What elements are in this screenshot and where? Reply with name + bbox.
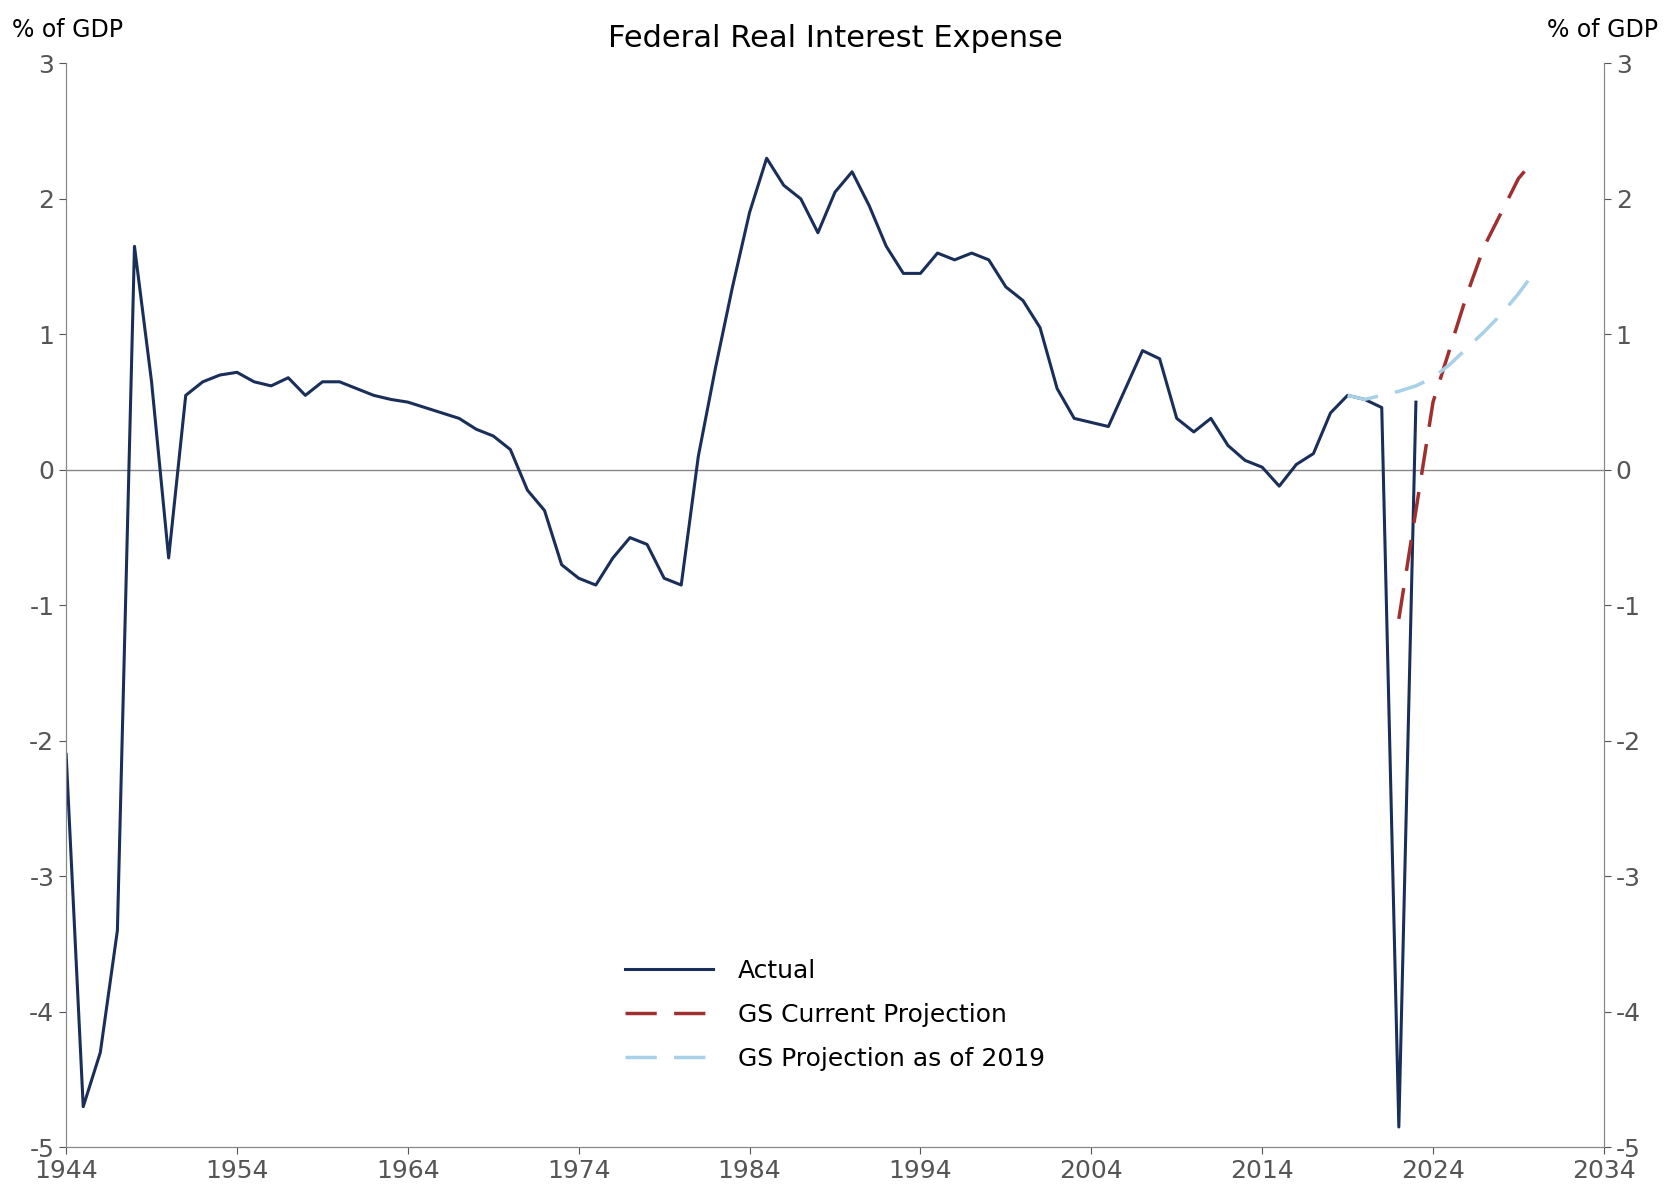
Legend: Actual, GS Current Projection, GS Projection as of 2019: Actual, GS Current Projection, GS Projec… bbox=[615, 949, 1055, 1081]
Title: Federal Real Interest Expense: Federal Real Interest Expense bbox=[608, 24, 1062, 53]
Actual bbox=[1269, 479, 1289, 494]
Text: % of GDP: % of GDP bbox=[12, 18, 124, 42]
GS Current Projection bbox=[1406, 503, 1426, 518]
GS Projection as of 2019 bbox=[1440, 356, 1460, 371]
GS Projection as of 2019 bbox=[1491, 307, 1511, 321]
GS Current Projection bbox=[1389, 612, 1409, 626]
Line: GS Current Projection: GS Current Projection bbox=[1399, 158, 1535, 619]
Actual bbox=[995, 279, 1015, 294]
GS Projection as of 2019 bbox=[1389, 384, 1409, 399]
GS Current Projection bbox=[1475, 240, 1495, 254]
Actual bbox=[1389, 1120, 1409, 1134]
GS Current Projection bbox=[1525, 150, 1545, 165]
GS Projection as of 2019 bbox=[1508, 287, 1528, 301]
Actual bbox=[57, 748, 77, 762]
GS Projection as of 2019 bbox=[1371, 388, 1391, 402]
Actual bbox=[1406, 395, 1426, 409]
Text: % of GDP: % of GDP bbox=[1546, 18, 1658, 42]
GS Current Projection bbox=[1491, 205, 1511, 219]
GS Projection as of 2019 bbox=[1338, 388, 1358, 402]
Actual bbox=[893, 266, 913, 281]
GS Projection as of 2019 bbox=[1458, 341, 1478, 355]
GS Projection as of 2019 bbox=[1525, 264, 1545, 278]
GS Projection as of 2019 bbox=[1406, 378, 1426, 393]
GS Current Projection bbox=[1458, 287, 1478, 301]
Actual bbox=[877, 240, 897, 254]
GS Projection as of 2019 bbox=[1354, 393, 1374, 407]
GS Projection as of 2019 bbox=[1475, 324, 1495, 338]
Actual bbox=[945, 253, 965, 267]
GS Current Projection bbox=[1508, 171, 1528, 185]
Actual bbox=[757, 150, 777, 165]
GS Current Projection bbox=[1423, 395, 1443, 409]
GS Current Projection bbox=[1440, 341, 1460, 355]
Actual bbox=[655, 571, 675, 585]
Line: Actual: Actual bbox=[67, 158, 1416, 1127]
Line: GS Projection as of 2019: GS Projection as of 2019 bbox=[1348, 271, 1535, 400]
GS Projection as of 2019 bbox=[1423, 371, 1443, 385]
